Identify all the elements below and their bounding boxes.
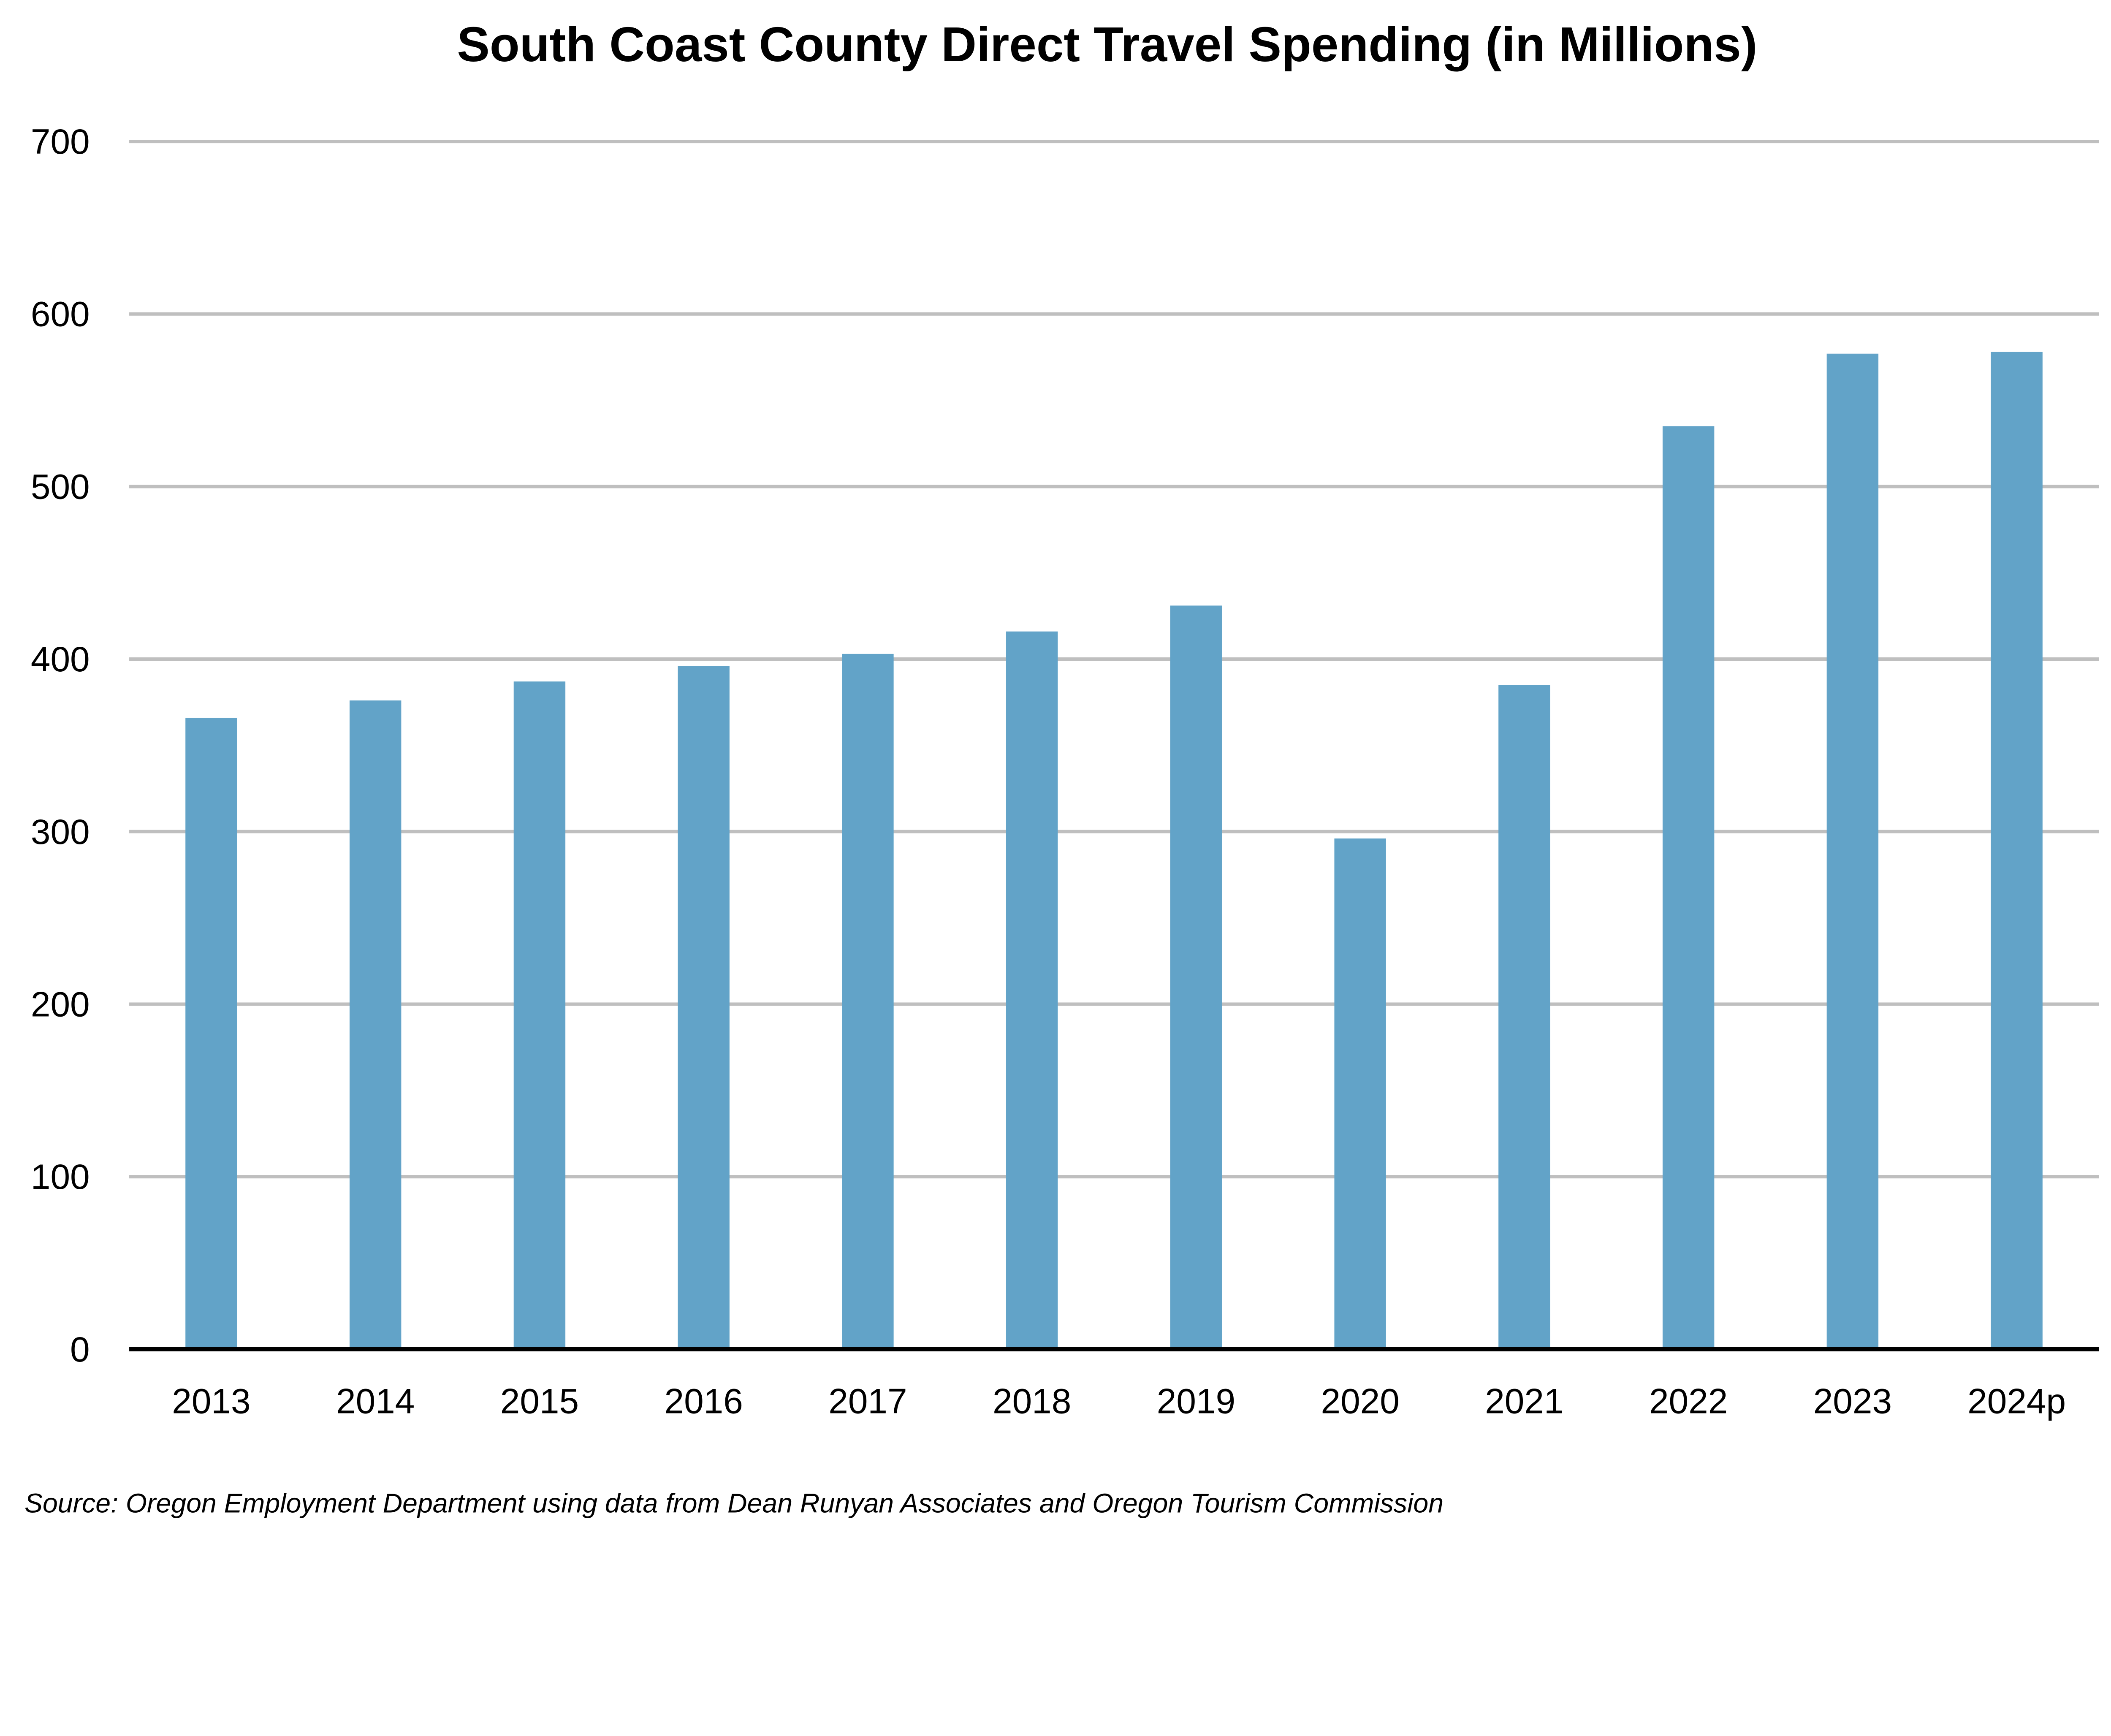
y-tick-label: 300 bbox=[31, 812, 90, 852]
bar-2021 bbox=[1498, 685, 1550, 1349]
bar-2017 bbox=[842, 654, 894, 1349]
x-axis-ticks: 2013 2014 2015 2016 2017 2018 2019 2020 2021 2022… bbox=[172, 1381, 2066, 1421]
y-tick-label: 600 bbox=[31, 294, 90, 334]
x-tick-label: 2016 bbox=[665, 1381, 743, 1421]
x-tick-label: 2019 bbox=[1157, 1381, 1235, 1421]
bar-2019 bbox=[1170, 605, 1222, 1349]
x-tick-label: 2017 bbox=[828, 1381, 907, 1421]
bar-2020 bbox=[1334, 838, 1386, 1349]
y-tick-label: 700 bbox=[31, 122, 90, 161]
x-tick-label: 2014 bbox=[336, 1381, 415, 1421]
x-tick-label: 2022 bbox=[1649, 1381, 1728, 1421]
bar-2015 bbox=[513, 681, 566, 1349]
y-axis-ticks: 0 100 200 300 400 500 600 700 bbox=[31, 122, 90, 1369]
y-tick-label: 500 bbox=[31, 467, 90, 506]
bar-2023 bbox=[1826, 353, 1879, 1349]
y-tick-label: 0 bbox=[70, 1329, 90, 1369]
x-tick-label: 2015 bbox=[500, 1381, 579, 1421]
gridlines bbox=[129, 140, 2099, 1179]
y-tick-label: 200 bbox=[31, 984, 90, 1024]
x-tick-label: 2013 bbox=[172, 1381, 250, 1421]
bar-2018 bbox=[1006, 631, 1058, 1349]
bars bbox=[185, 352, 2043, 1349]
source-note: Source: Oregon Employment Department usi… bbox=[24, 1488, 1444, 1518]
x-tick-label: 2018 bbox=[993, 1381, 1071, 1421]
bar-2014 bbox=[349, 700, 402, 1349]
y-tick-label: 400 bbox=[31, 639, 90, 679]
bar-2016 bbox=[678, 666, 730, 1349]
bar-2022 bbox=[1662, 426, 1715, 1349]
x-tick-label: 2023 bbox=[1813, 1381, 1892, 1421]
bar-2013 bbox=[185, 718, 237, 1349]
x-tick-label: 2021 bbox=[1485, 1381, 1563, 1421]
bar-chart: South Coast County Direct Travel Spendin… bbox=[24, 17, 2099, 1518]
x-tick-label: 2020 bbox=[1321, 1381, 1399, 1421]
y-tick-label: 100 bbox=[31, 1157, 90, 1196]
chart-title: South Coast County Direct Travel Spendin… bbox=[457, 17, 1758, 72]
bar-2024p bbox=[1991, 352, 2043, 1349]
x-tick-label: 2024p bbox=[1967, 1381, 2066, 1421]
